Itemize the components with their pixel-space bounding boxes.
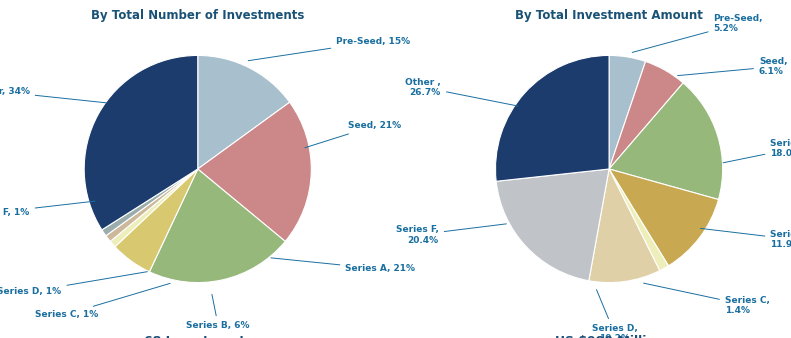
Wedge shape — [495, 55, 609, 181]
Wedge shape — [110, 169, 198, 247]
Wedge shape — [609, 55, 645, 169]
Text: Series F,
20.4%: Series F, 20.4% — [396, 224, 506, 245]
Wedge shape — [198, 55, 290, 169]
Text: Series A, 21%: Series A, 21% — [271, 258, 415, 273]
Wedge shape — [149, 169, 286, 283]
Text: Other, 34%: Other, 34% — [0, 87, 107, 103]
Text: Seed,
6.1%: Seed, 6.1% — [678, 57, 788, 76]
Text: Series F, 1%: Series F, 1% — [0, 201, 95, 217]
Text: Series D, 1%: Series D, 1% — [0, 272, 147, 296]
Text: Series C,
1.4%: Series C, 1.4% — [644, 283, 770, 315]
Wedge shape — [102, 169, 198, 236]
Wedge shape — [106, 169, 198, 241]
Text: Series B,
11.9%: Series B, 11.9% — [700, 228, 791, 249]
Text: Series C, 1%: Series C, 1% — [35, 283, 170, 319]
Wedge shape — [198, 102, 312, 241]
Text: Pre-Seed,
5.2%: Pre-Seed, 5.2% — [632, 14, 763, 52]
Text: Seed, 21%: Seed, 21% — [305, 121, 401, 148]
Wedge shape — [115, 169, 198, 272]
Title: By Total Number of Investments: By Total Number of Investments — [91, 9, 305, 22]
Wedge shape — [84, 55, 198, 230]
Text: Pre-Seed, 15%: Pre-Seed, 15% — [248, 37, 411, 61]
Text: Other ,
26.7%: Other , 26.7% — [405, 77, 518, 106]
Wedge shape — [589, 169, 660, 283]
Text: Series D,
10.2%: Series D, 10.2% — [592, 290, 638, 338]
Text: Series B, 6%: Series B, 6% — [187, 294, 250, 330]
Wedge shape — [609, 169, 668, 271]
Wedge shape — [609, 169, 718, 266]
Text: 68 Investments: 68 Investments — [143, 335, 252, 338]
Text: Series A,
18.0%: Series A, 18.0% — [723, 139, 791, 163]
Wedge shape — [609, 83, 723, 199]
Wedge shape — [609, 62, 683, 169]
Title: By Total Investment Amount: By Total Investment Amount — [515, 9, 703, 22]
Text: US $980 Million: US $980 Million — [554, 335, 664, 338]
Wedge shape — [496, 169, 609, 281]
